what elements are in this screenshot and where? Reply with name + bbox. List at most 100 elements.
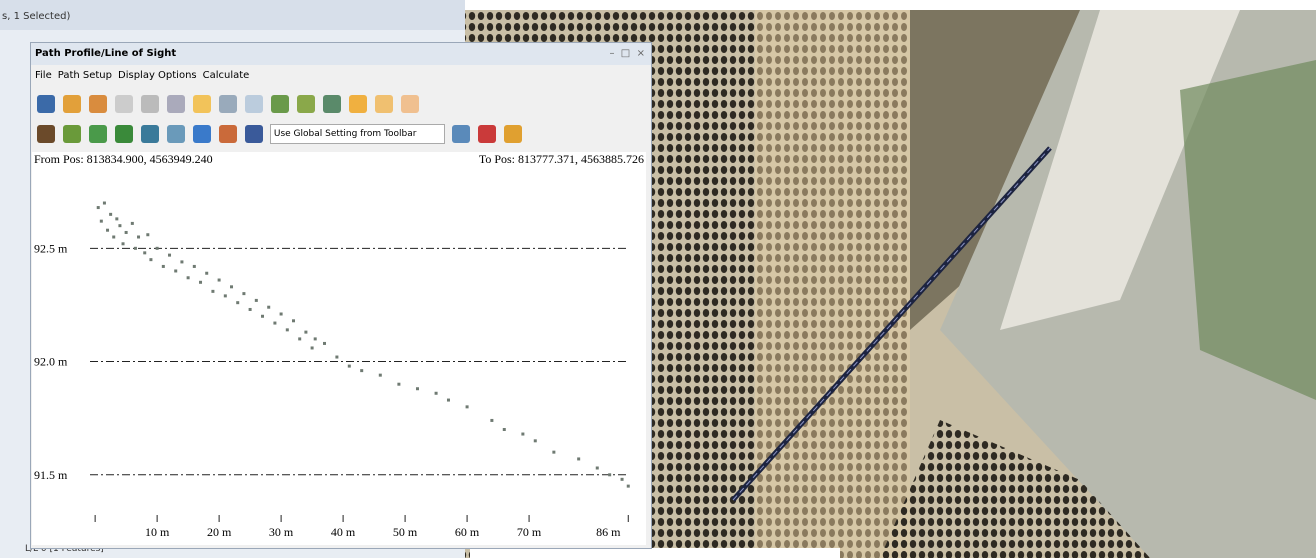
point [149, 258, 152, 261]
tool-icon[interactable] [89, 125, 107, 143]
point [224, 294, 227, 297]
point [137, 236, 140, 239]
menu-item[interactable]: Display Options [118, 70, 197, 81]
tool-icon[interactable] [219, 95, 237, 113]
point [249, 308, 252, 311]
tool-icon[interactable] [349, 95, 367, 113]
menu-bar: File Path Setup Display Options Calculate [31, 65, 651, 87]
point [115, 217, 118, 220]
tool-icon[interactable] [193, 95, 211, 113]
x-tick-label: 70 m [517, 525, 542, 539]
y-tick-label: 91.5 m [34, 468, 68, 482]
tool-icon[interactable] [297, 95, 315, 113]
point [447, 399, 450, 402]
point [193, 265, 196, 268]
x-tick-label: 40 m [331, 525, 356, 539]
point [466, 405, 469, 408]
point [577, 457, 580, 460]
window-controls[interactable]: – □ × [609, 43, 645, 65]
x-tick-label: 20 m [207, 525, 232, 539]
tool-icon[interactable] [37, 125, 55, 143]
point [146, 233, 149, 236]
tool-icon[interactable] [452, 125, 470, 143]
point [156, 247, 159, 250]
menu-item[interactable]: Calculate [203, 70, 250, 81]
point [112, 236, 115, 239]
tool-icon[interactable] [504, 125, 522, 143]
tool-icon[interactable] [141, 125, 159, 143]
point [286, 328, 289, 331]
x-tick-label: 60 m [455, 525, 480, 539]
point [230, 285, 233, 288]
tool-icon[interactable] [115, 125, 133, 143]
point [205, 272, 208, 275]
tool-icon[interactable] [141, 95, 159, 113]
toolbar: Use Global Setting from Toolbar [31, 119, 651, 149]
point [109, 213, 112, 216]
point [627, 485, 630, 488]
point [242, 292, 245, 295]
point [168, 254, 171, 257]
x-tick-label: 10 m [145, 525, 170, 539]
tool-icon[interactable] [323, 95, 341, 113]
y-tick-label: 92.5 m [34, 241, 68, 255]
tool-icon[interactable] [245, 95, 263, 113]
point [298, 337, 301, 340]
point [236, 301, 239, 304]
title-bar: Path Profile/Line of Sight– □ × [31, 43, 651, 65]
point [211, 290, 214, 293]
tool-icon[interactable] [167, 95, 185, 113]
panel-title: s, 1 Selected) [0, 0, 465, 30]
point [292, 319, 295, 322]
toolbar [31, 87, 651, 119]
tool-icon[interactable] [167, 125, 185, 143]
dropdown[interactable]: Use Global Setting from Toolbar [270, 124, 445, 144]
to-pos: To Pos: 813777.371, 4563885.726 [479, 152, 644, 166]
tool-icon[interactable] [401, 95, 419, 113]
point [267, 306, 270, 309]
tool-icon[interactable] [115, 95, 133, 113]
point [103, 202, 106, 205]
point [106, 229, 109, 232]
point [534, 439, 537, 442]
point [596, 467, 599, 470]
point [187, 276, 190, 279]
tool-icon[interactable] [219, 125, 237, 143]
point [397, 383, 400, 386]
point [521, 433, 524, 436]
point [311, 346, 314, 349]
point [314, 337, 317, 340]
point [416, 387, 419, 390]
point [199, 281, 202, 284]
tool-icon[interactable] [375, 95, 393, 113]
tool-icon[interactable] [63, 95, 81, 113]
tool-icon[interactable] [478, 125, 496, 143]
tool-icon[interactable] [63, 125, 81, 143]
point [131, 222, 134, 225]
tool-icon[interactable] [37, 95, 55, 113]
point [360, 369, 363, 372]
tool-icon[interactable] [89, 95, 107, 113]
tool-icon[interactable] [271, 95, 289, 113]
x-tick-label: 86 m [596, 525, 621, 539]
tool-icon[interactable] [245, 125, 263, 143]
point [335, 356, 338, 359]
menu-item[interactable]: Path Setup [58, 70, 112, 81]
point [552, 451, 555, 454]
point [379, 374, 382, 377]
point [125, 231, 128, 234]
point [97, 206, 100, 209]
point [304, 331, 307, 334]
point [435, 392, 438, 395]
screen: s, 1 Selected) L/L 0 [1 Features] Path P… [0, 0, 1316, 558]
from-pos: From Pos: 813834.900, 4563949.240 [34, 152, 213, 166]
tool-icon[interactable] [193, 125, 211, 143]
point [273, 322, 276, 325]
point [323, 342, 326, 345]
menu-item[interactable]: File [35, 70, 52, 81]
point [218, 279, 221, 282]
x-tick-label: 50 m [393, 525, 418, 539]
y-tick-label: 92.0 m [34, 355, 68, 369]
point [122, 242, 125, 245]
point [100, 220, 103, 223]
